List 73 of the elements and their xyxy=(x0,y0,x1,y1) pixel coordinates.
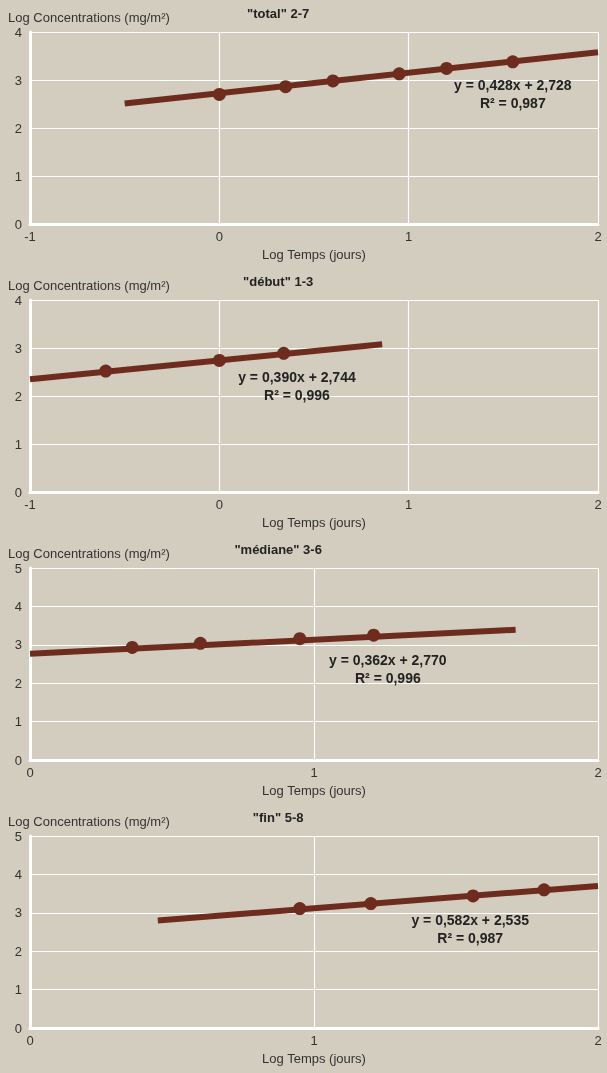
point xyxy=(326,74,340,88)
x-tick-label: -1 xyxy=(24,229,36,244)
point xyxy=(293,902,307,916)
x-axis-title: Log Temps (jours) xyxy=(262,1050,366,1066)
x-tick-label: 1 xyxy=(405,229,413,244)
x-axis-title: Log Temps (jours) xyxy=(262,246,366,262)
chart-title: "total" 2-7 xyxy=(247,6,310,21)
point xyxy=(193,636,207,650)
y-axis-title: Log Concentrations (mg/m²) xyxy=(8,10,170,25)
x-tick-label: 2 xyxy=(594,765,602,780)
y-tick-label: 4 xyxy=(14,598,22,614)
annotation: y = 0,362x + 2,770 xyxy=(329,652,447,669)
y-tick-label: 2 xyxy=(14,120,22,136)
point xyxy=(506,55,520,69)
point xyxy=(466,889,480,903)
y-tick-label: 1 xyxy=(14,714,22,730)
chart-title: "début" 1-3 xyxy=(243,274,314,289)
y-tick-label: 3 xyxy=(14,72,22,88)
y-tick-label: 5 xyxy=(14,828,22,844)
point xyxy=(392,67,406,81)
x-tick-label: 2 xyxy=(594,497,602,512)
x-tick-label: 0 xyxy=(26,765,34,780)
annotation: y = 0,582x + 2,535 xyxy=(411,911,530,928)
point xyxy=(440,61,454,75)
x-tick-label: 1 xyxy=(310,765,318,780)
point xyxy=(367,628,381,642)
y-axis-title: Log Concentrations (mg/m²) xyxy=(8,814,170,829)
chart-title: "médiane" 3-6 xyxy=(234,542,322,557)
y-tick-label: 0 xyxy=(14,1020,22,1036)
y-tick-label: 0 xyxy=(14,484,22,500)
annotation: R² = 0,987 xyxy=(479,95,546,112)
point xyxy=(293,632,307,646)
y-tick-label: 0 xyxy=(14,216,22,232)
y-axis-title: Log Concentrations (mg/m²) xyxy=(8,278,170,293)
y-tick-label: 2 xyxy=(14,388,22,404)
point xyxy=(212,353,226,367)
x-tick-label: 1 xyxy=(310,1033,318,1048)
y-tick-label: 0 xyxy=(14,752,22,768)
y-tick-label: 2 xyxy=(14,943,22,959)
point xyxy=(125,640,139,654)
y-axis-title: Log Concentrations (mg/m²) xyxy=(8,546,170,561)
x-tick-label: 0 xyxy=(26,1033,34,1048)
point xyxy=(277,346,291,360)
annotation: R² = 0,996 xyxy=(264,386,331,403)
x-tick-label: 0 xyxy=(215,497,223,512)
y-tick-label: 4 xyxy=(14,24,22,40)
y-tick-label: 4 xyxy=(14,292,22,308)
x-axis-title: Log Temps (jours) xyxy=(262,514,366,530)
y-tick-label: 4 xyxy=(14,866,22,882)
x-tick-label: 1 xyxy=(405,497,413,512)
y-tick-label: 3 xyxy=(14,637,22,653)
annotation: R² = 0,996 xyxy=(354,670,421,687)
chart-title: "fin" 5-8 xyxy=(252,810,304,825)
y-tick-label: 1 xyxy=(14,168,22,184)
x-tick-label: 0 xyxy=(215,229,223,244)
annotation: y = 0,428x + 2,728 xyxy=(454,77,572,94)
y-tick-label: 5 xyxy=(14,560,22,576)
x-tick-label: -1 xyxy=(24,497,36,512)
annotation: R² = 0,987 xyxy=(437,929,504,946)
x-tick-label: 2 xyxy=(594,1033,602,1048)
point xyxy=(364,897,378,911)
point xyxy=(279,80,293,94)
y-tick-label: 3 xyxy=(14,905,22,921)
x-tick-label: 2 xyxy=(594,229,602,244)
y-tick-label: 3 xyxy=(14,340,22,356)
annotation: y = 0,390x + 2,744 xyxy=(238,368,356,385)
point xyxy=(537,883,551,897)
y-tick-label: 2 xyxy=(14,675,22,691)
y-tick-label: 1 xyxy=(14,982,22,998)
x-axis-title: Log Temps (jours) xyxy=(262,782,366,798)
y-tick-label: 1 xyxy=(14,436,22,452)
point xyxy=(99,364,113,378)
point xyxy=(212,87,226,101)
